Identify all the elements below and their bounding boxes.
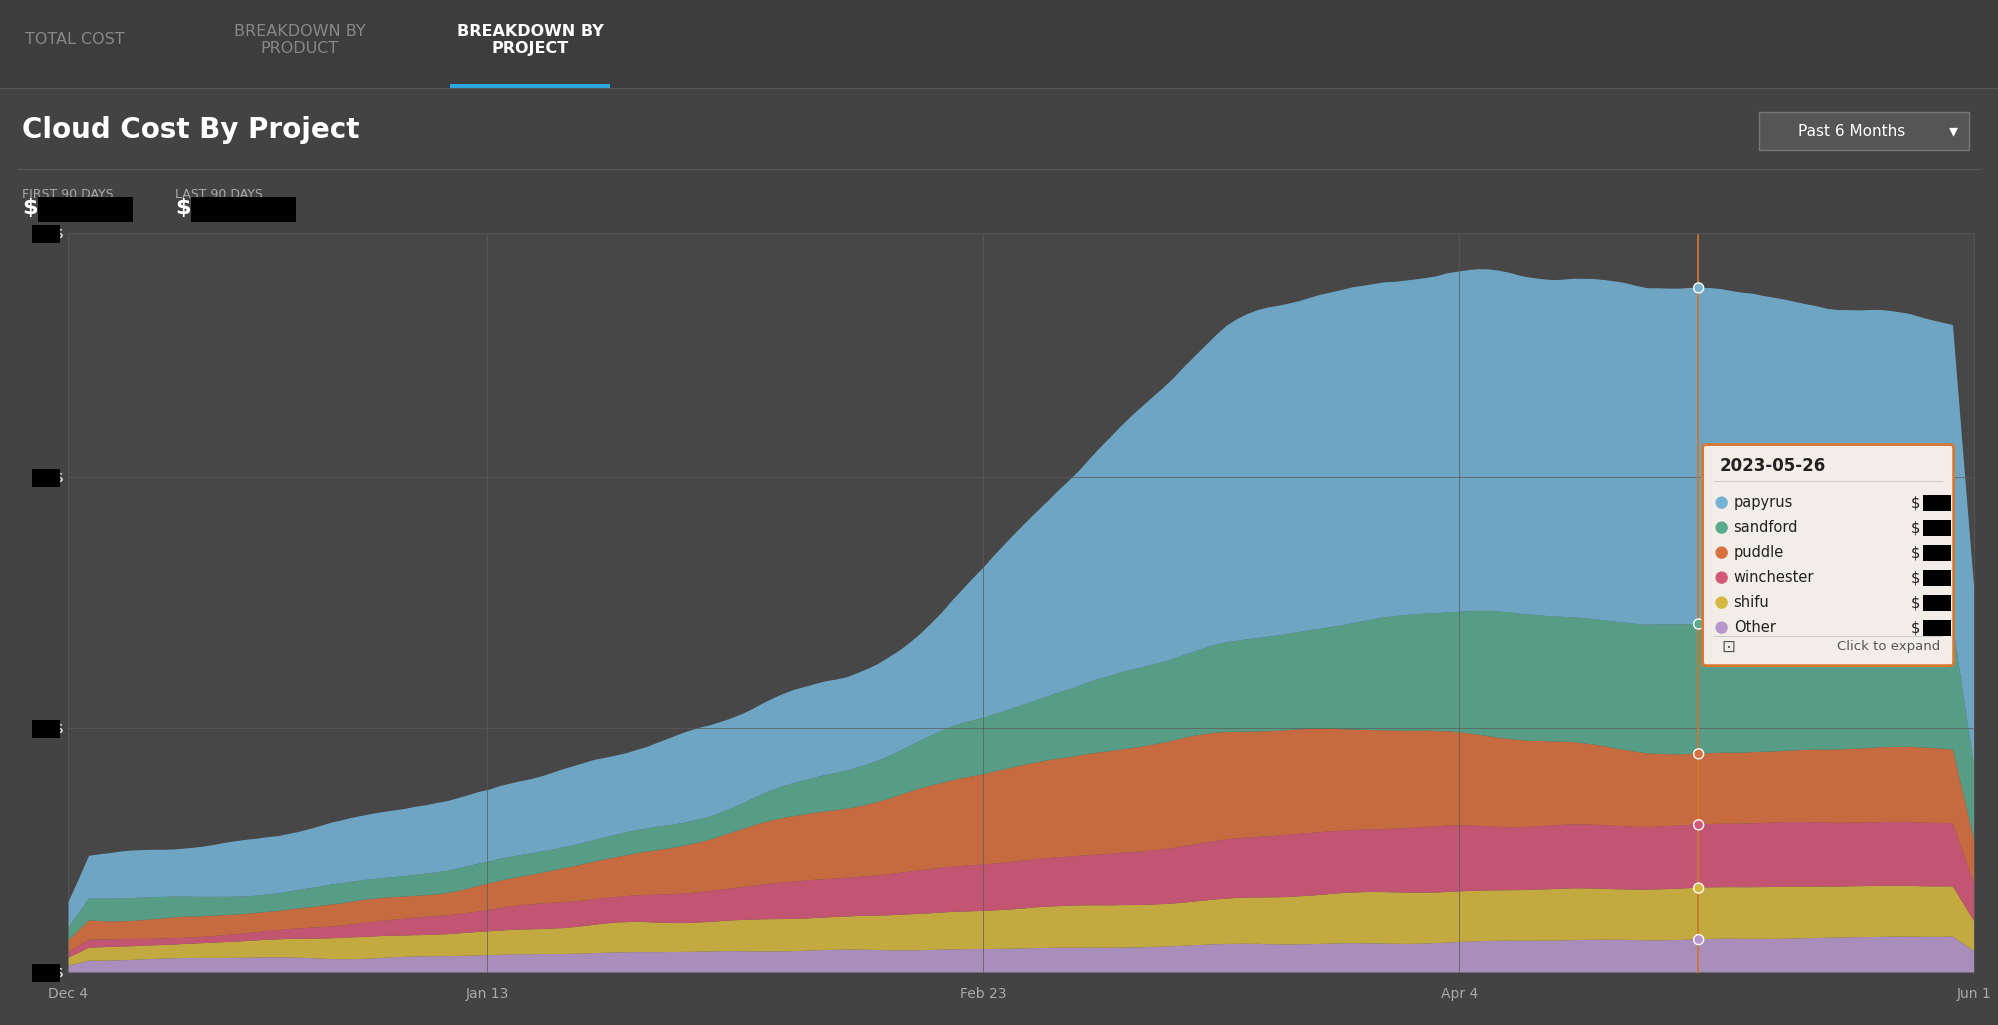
Text: shifu: shifu	[1732, 596, 1768, 610]
Circle shape	[1714, 547, 1726, 559]
Text: Click to expand: Click to expand	[1836, 641, 1940, 653]
Bar	[32, 468, 60, 487]
Text: $: $	[56, 723, 64, 736]
Bar	[450, 84, 609, 88]
Text: Apr 4: Apr 4	[1441, 987, 1477, 1001]
Text: Feb 23: Feb 23	[959, 987, 1005, 1001]
Bar	[1758, 112, 1968, 150]
Text: puddle: puddle	[1732, 545, 1782, 560]
Bar	[68, 234, 1972, 973]
Bar	[0, 0, 1998, 88]
Bar	[192, 197, 296, 222]
Polygon shape	[68, 937, 1972, 973]
Text: ▾: ▾	[1948, 122, 1956, 140]
Text: $: $	[1910, 495, 1918, 510]
FancyBboxPatch shape	[1702, 445, 1952, 665]
Text: Other: Other	[1732, 620, 1774, 636]
Circle shape	[1692, 619, 1702, 629]
Text: $: $	[56, 470, 64, 485]
Polygon shape	[68, 886, 1972, 966]
Circle shape	[1714, 497, 1726, 508]
Polygon shape	[68, 270, 1972, 928]
Text: $: $	[1910, 545, 1918, 560]
Text: FIRST 90 DAYS: FIRST 90 DAYS	[22, 188, 114, 201]
Text: $: $	[1910, 520, 1918, 535]
Bar	[38, 197, 134, 222]
Text: $: $	[22, 198, 38, 218]
Circle shape	[1714, 572, 1726, 583]
Text: BREAKDOWN BY
PRODUCT: BREAKDOWN BY PRODUCT	[234, 24, 366, 56]
Bar	[32, 964, 60, 982]
Text: BREAKDOWN BY
PROJECT: BREAKDOWN BY PROJECT	[456, 24, 603, 56]
Text: $: $	[1910, 596, 1918, 610]
Bar	[1922, 520, 1950, 536]
Text: Past 6 Months: Past 6 Months	[1798, 123, 1904, 138]
Bar	[1922, 620, 1950, 636]
Text: $: $	[1910, 570, 1918, 585]
Text: Jun 1: Jun 1	[1956, 987, 1990, 1001]
Circle shape	[1714, 598, 1726, 608]
Text: Dec 4: Dec 4	[48, 987, 88, 1001]
Text: $: $	[176, 198, 190, 218]
Circle shape	[1692, 283, 1702, 293]
Polygon shape	[68, 822, 1972, 958]
Polygon shape	[68, 729, 1972, 953]
Text: LAST 90 DAYS: LAST 90 DAYS	[176, 188, 264, 201]
Text: ⊡: ⊡	[1720, 638, 1734, 656]
Bar	[1696, 234, 1698, 973]
Text: sandford: sandford	[1732, 520, 1798, 535]
Text: papyrus: papyrus	[1732, 495, 1792, 510]
Text: $: $	[56, 227, 64, 241]
Bar	[1922, 594, 1950, 611]
Text: winchester: winchester	[1732, 570, 1814, 585]
Text: TOTAL COST: TOTAL COST	[26, 33, 124, 47]
Bar	[1922, 495, 1950, 510]
Text: Cloud Cost By Project: Cloud Cost By Project	[22, 116, 360, 144]
Text: Jan 13: Jan 13	[466, 987, 509, 1001]
Circle shape	[1714, 622, 1726, 633]
Text: $: $	[56, 966, 64, 980]
Circle shape	[1692, 820, 1702, 830]
Bar	[1922, 544, 1950, 561]
Bar	[32, 721, 60, 738]
Circle shape	[1692, 935, 1702, 945]
Circle shape	[1714, 522, 1726, 533]
Polygon shape	[68, 611, 1972, 941]
Text: $: $	[1910, 620, 1918, 636]
Text: 2023-05-26: 2023-05-26	[1718, 456, 1824, 475]
Circle shape	[1692, 884, 1702, 893]
Circle shape	[1692, 749, 1702, 758]
Bar	[32, 226, 60, 243]
Bar	[1922, 570, 1950, 585]
